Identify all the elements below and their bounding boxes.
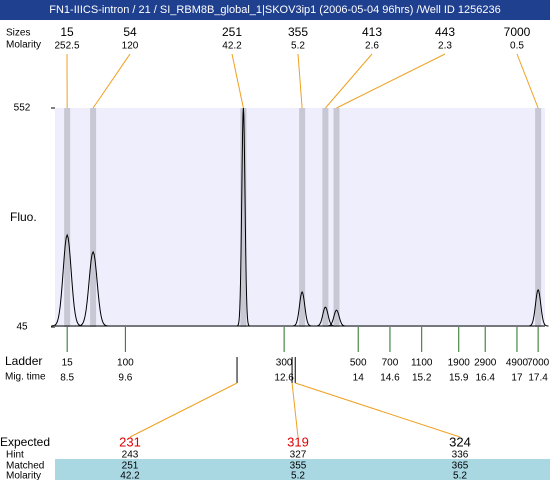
row-label: Molarity — [6, 40, 41, 51]
peak-size: 443 — [435, 25, 455, 39]
ladder-time: 12.6 — [274, 373, 294, 384]
matched-size: 251 — [122, 461, 139, 472]
ladder-time: 17 — [511, 373, 523, 384]
ladder-size: 1900 — [448, 358, 471, 369]
ladder-size: 15 — [62, 358, 74, 369]
peak-trace — [326, 309, 347, 327]
peak-connector — [231, 53, 244, 109]
peak-molarity: 42.2 — [222, 41, 242, 52]
peak-molarity: 252.5 — [54, 41, 79, 52]
expected-size: 231 — [119, 434, 141, 449]
peak-trace — [77, 250, 110, 327]
expected-connector — [295, 382, 461, 438]
peak-band — [299, 108, 306, 327]
matched-size: 355 — [290, 461, 307, 472]
ladder-size: 7000 — [527, 358, 550, 369]
peak-size: 413 — [362, 25, 382, 39]
y-tick-label: 45 — [16, 322, 28, 333]
peak-connector — [336, 53, 446, 109]
row-label: Hint — [6, 450, 24, 461]
ladder-size: 100 — [117, 358, 134, 369]
ladder-time: 9.6 — [118, 373, 132, 384]
ladder-size: 500 — [350, 358, 367, 369]
y-axis-label: Fluo. — [10, 210, 37, 224]
hint-size: 243 — [122, 450, 139, 461]
hint-size: 327 — [290, 450, 307, 461]
peak-band — [90, 108, 97, 327]
hint-size: 336 — [452, 450, 469, 461]
peak-size: 7000 — [504, 25, 531, 39]
ladder-size: 700 — [382, 358, 399, 369]
ladder-size: 300 — [276, 358, 293, 369]
peak-size: 251 — [222, 25, 242, 39]
matched-size: 365 — [452, 461, 469, 472]
ladder-time: 14.6 — [380, 373, 400, 384]
peak-molarity: 5.2 — [291, 41, 305, 52]
row-label: Matched — [6, 461, 44, 472]
matched-molarity: 5.2 — [291, 471, 305, 480]
peak-trace — [236, 107, 250, 327]
peak-trace — [291, 291, 313, 327]
peak-molarity: 2.6 — [365, 41, 379, 52]
peak-size: 15 — [60, 25, 74, 39]
y-tick-label: 552 — [14, 103, 31, 114]
peak-size: 355 — [288, 25, 308, 39]
matched-molarity: 5.2 — [453, 471, 467, 480]
matched-row-bg — [55, 459, 550, 480]
expected-size: 319 — [287, 434, 309, 449]
peak-molarity: 0.5 — [510, 41, 524, 52]
ladder-time: 14 — [353, 373, 365, 384]
title: FN1-IIICS-intron / 21 / SI_RBM8B_global_… — [49, 4, 500, 16]
row-label: Molarity — [6, 471, 41, 480]
peak-connector — [92, 53, 131, 109]
peak-molarity: 120 — [122, 41, 139, 52]
ladder-time: 16.4 — [475, 373, 495, 384]
peak-trace — [527, 288, 549, 327]
peak-band — [64, 108, 71, 327]
ladder-size: 4900 — [506, 358, 529, 369]
title-bar — [0, 0, 550, 20]
mig-time-label: Mig. time — [5, 372, 46, 383]
ladder-size: 1100 — [411, 358, 433, 369]
peak-connector — [516, 53, 539, 109]
peak-connector — [297, 53, 303, 109]
peak-trace — [51, 233, 84, 327]
row-label: Expected — [0, 435, 50, 449]
peak-connector — [325, 53, 373, 109]
peak-molarity: 2.3 — [438, 41, 452, 52]
row-label: Sizes — [6, 28, 30, 39]
peak-band — [333, 108, 340, 327]
matched-molarity: 42.2 — [120, 471, 140, 480]
ladder-label: Ladder — [5, 354, 42, 368]
ladder-time: 17.4 — [528, 373, 548, 384]
peak-size: 54 — [123, 25, 137, 39]
peak-band — [322, 108, 329, 327]
ladder-time: 15.9 — [449, 373, 469, 384]
ladder-time: 8.5 — [60, 373, 74, 384]
ladder-size: 2900 — [474, 358, 497, 369]
expected-connector — [129, 382, 238, 438]
ladder-time: 15.2 — [412, 373, 432, 384]
expected-size: 324 — [449, 434, 471, 449]
expected-connector — [291, 382, 299, 438]
peak-band — [240, 108, 247, 327]
peak-band — [535, 108, 542, 327]
peak-trace — [314, 306, 336, 327]
